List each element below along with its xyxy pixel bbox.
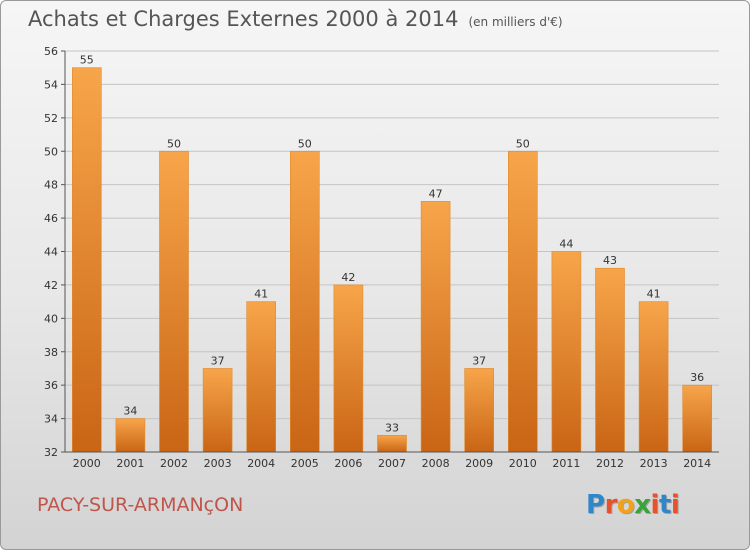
y-tick-label: 46 — [44, 212, 58, 225]
value-label: 44 — [559, 238, 573, 251]
value-label: 55 — [80, 54, 94, 67]
x-tick-label: 2008 — [422, 457, 450, 470]
value-label: 34 — [123, 405, 137, 418]
x-tick-label: 2005 — [291, 457, 319, 470]
bar-2012 — [595, 267, 625, 453]
bar-2008 — [420, 201, 451, 453]
y-tick-label: 50 — [44, 145, 58, 158]
y-tick-label: 54 — [44, 78, 58, 91]
value-label: 37 — [211, 354, 225, 367]
logo-letter: r — [604, 490, 618, 520]
bar-2010 — [507, 150, 538, 453]
logo-letter: i — [670, 490, 680, 520]
bar-2005 — [289, 150, 320, 453]
x-tick-label: 2011 — [552, 457, 580, 470]
bar-2000 — [72, 67, 102, 453]
logo-letter: P — [586, 490, 605, 520]
x-tick-label: 2006 — [334, 457, 362, 470]
bar-2009 — [464, 368, 495, 453]
value-label: 50 — [516, 137, 530, 150]
x-tick-label: 2000 — [73, 457, 101, 470]
y-tick-label: 44 — [44, 246, 58, 259]
x-tick-label: 2013 — [640, 457, 668, 470]
value-label: 41 — [254, 288, 268, 301]
x-tick-label: 2010 — [509, 457, 537, 470]
y-tick-label: 40 — [44, 312, 58, 325]
bar-2013 — [638, 301, 669, 453]
bar-2011 — [551, 251, 582, 453]
x-tick-label: 2012 — [596, 457, 624, 470]
x-axis: 2000 2001 2002 2003 2004 2005 2006 2007 2008 2009… — [65, 451, 719, 470]
logo-letter: i — [650, 490, 660, 520]
y-tick-label: 48 — [44, 179, 58, 192]
title-unit: (en milliers d'€) — [468, 15, 563, 29]
y-axis: 32 34 36 38 40 42 44 46 48 50 52 54 56 — [44, 45, 66, 459]
value-label: 50 — [298, 137, 312, 150]
value-label: 50 — [167, 137, 181, 150]
x-tick-label: 2009 — [465, 457, 493, 470]
title-main: Achats et Charges Externes 2000 à 2014 — [28, 7, 459, 31]
x-tick-label: 2004 — [247, 457, 275, 470]
y-tick-label: 38 — [44, 346, 58, 359]
value-label: 33 — [385, 421, 399, 434]
value-label: 47 — [429, 187, 443, 200]
y-tick-label: 36 — [44, 379, 58, 392]
value-label: 36 — [690, 371, 704, 384]
y-tick-label: 42 — [44, 279, 58, 292]
y-tick-label: 52 — [44, 112, 58, 125]
bar-2001 — [115, 418, 146, 453]
y-tick-label: 34 — [44, 413, 58, 426]
bar-2006 — [333, 284, 364, 453]
commune-name: PACY-SUR-ARMANçON — [37, 494, 244, 516]
value-label: 43 — [603, 254, 617, 267]
x-tick-label: 2003 — [204, 457, 232, 470]
proxiti-logo[interactable]: Proxiti — [586, 490, 680, 520]
logo-letter: o — [616, 490, 635, 520]
value-label: 41 — [647, 288, 661, 301]
bar-2014 — [682, 384, 713, 453]
logo-letter: t — [658, 490, 671, 520]
y-tick-label: 56 — [44, 45, 58, 58]
x-tick-label: 2014 — [683, 457, 711, 470]
bar-2007 — [377, 434, 407, 453]
x-tick-label: 2002 — [160, 457, 188, 470]
value-label: 37 — [472, 354, 486, 367]
value-label: 42 — [341, 271, 355, 284]
bar-2004 — [246, 301, 276, 453]
bars: 55 34 50 37 41 50 42 33 47 37 50 44 43 41 36 — [72, 54, 713, 453]
y-tick-label: 32 — [44, 446, 58, 459]
x-tick-label: 2007 — [378, 457, 406, 470]
chart-title: Achats et Charges Externes 2000 à 2014 (e… — [28, 7, 563, 31]
bar-2003 — [202, 368, 233, 453]
bar-2002 — [159, 150, 189, 453]
logo-letter: x — [634, 490, 651, 520]
x-tick-label: 2001 — [116, 457, 144, 470]
